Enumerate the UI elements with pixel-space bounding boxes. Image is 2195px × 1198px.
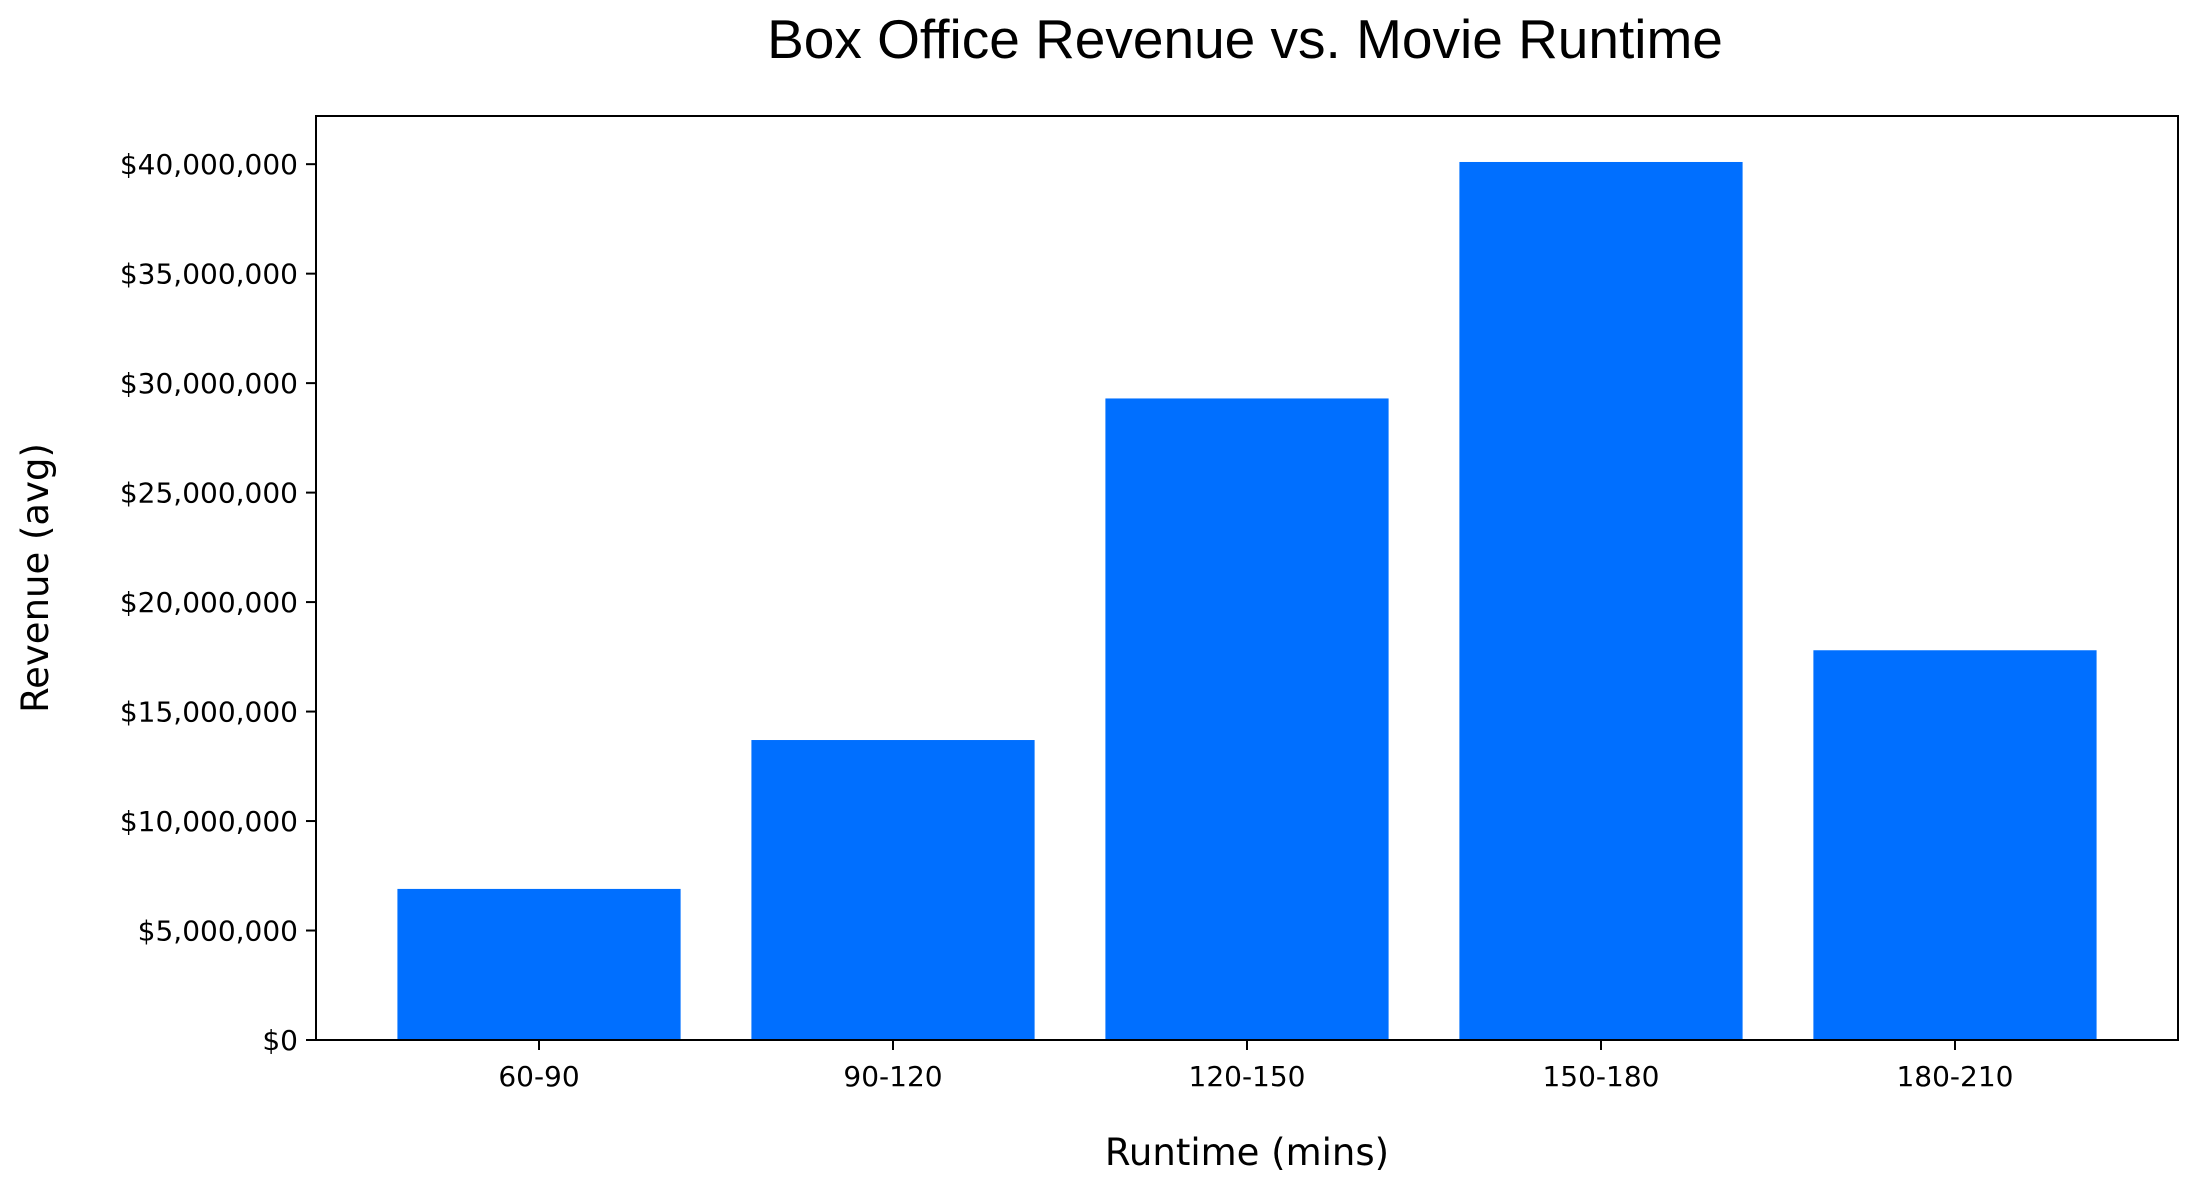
x-tick-label: 60-90 <box>498 1060 579 1093</box>
y-tick-label: $0 <box>262 1024 298 1057</box>
y-tick-label: $40,000,000 <box>120 148 298 181</box>
x-tick-label: 180-210 <box>1896 1060 2013 1093</box>
bar-60-90 <box>397 888 681 1040</box>
y-axis-label: Revenue (avg) <box>14 443 57 713</box>
chart-title: Box Office Revenue vs. Movie Runtime <box>767 8 1723 70</box>
y-tick-label: $25,000,000 <box>120 477 298 510</box>
bar-180-210 <box>1813 650 2097 1040</box>
bar-120-150 <box>1105 398 1389 1041</box>
bar-90-120 <box>751 740 1035 1040</box>
y-axis-ticks: $0 $5,000,000 $10,000,000 $15,000,000 $20,00… <box>120 148 316 1057</box>
y-tick-label: $30,000,000 <box>120 367 298 400</box>
y-tick-label: $5,000,000 <box>138 915 298 948</box>
x-tick-label: 150-180 <box>1542 1060 1659 1093</box>
bars-group <box>397 161 2097 1041</box>
x-axis-ticks: 60-90 90-120 120-150 150-180 180-210 <box>498 1040 2013 1093</box>
y-tick-label: $10,000,000 <box>120 805 298 838</box>
y-tick-label: $20,000,000 <box>120 586 298 619</box>
y-tick-label: $15,000,000 <box>120 696 298 729</box>
bar-150-180 <box>1459 161 1743 1040</box>
x-tick-label: 90-120 <box>843 1060 942 1093</box>
x-tick-label: 120-150 <box>1189 1060 1306 1093</box>
plot-frame <box>315 115 2179 1041</box>
x-axis-label: Runtime (mins) <box>1105 1131 1389 1174</box>
y-tick-label: $35,000,000 <box>120 258 298 291</box>
